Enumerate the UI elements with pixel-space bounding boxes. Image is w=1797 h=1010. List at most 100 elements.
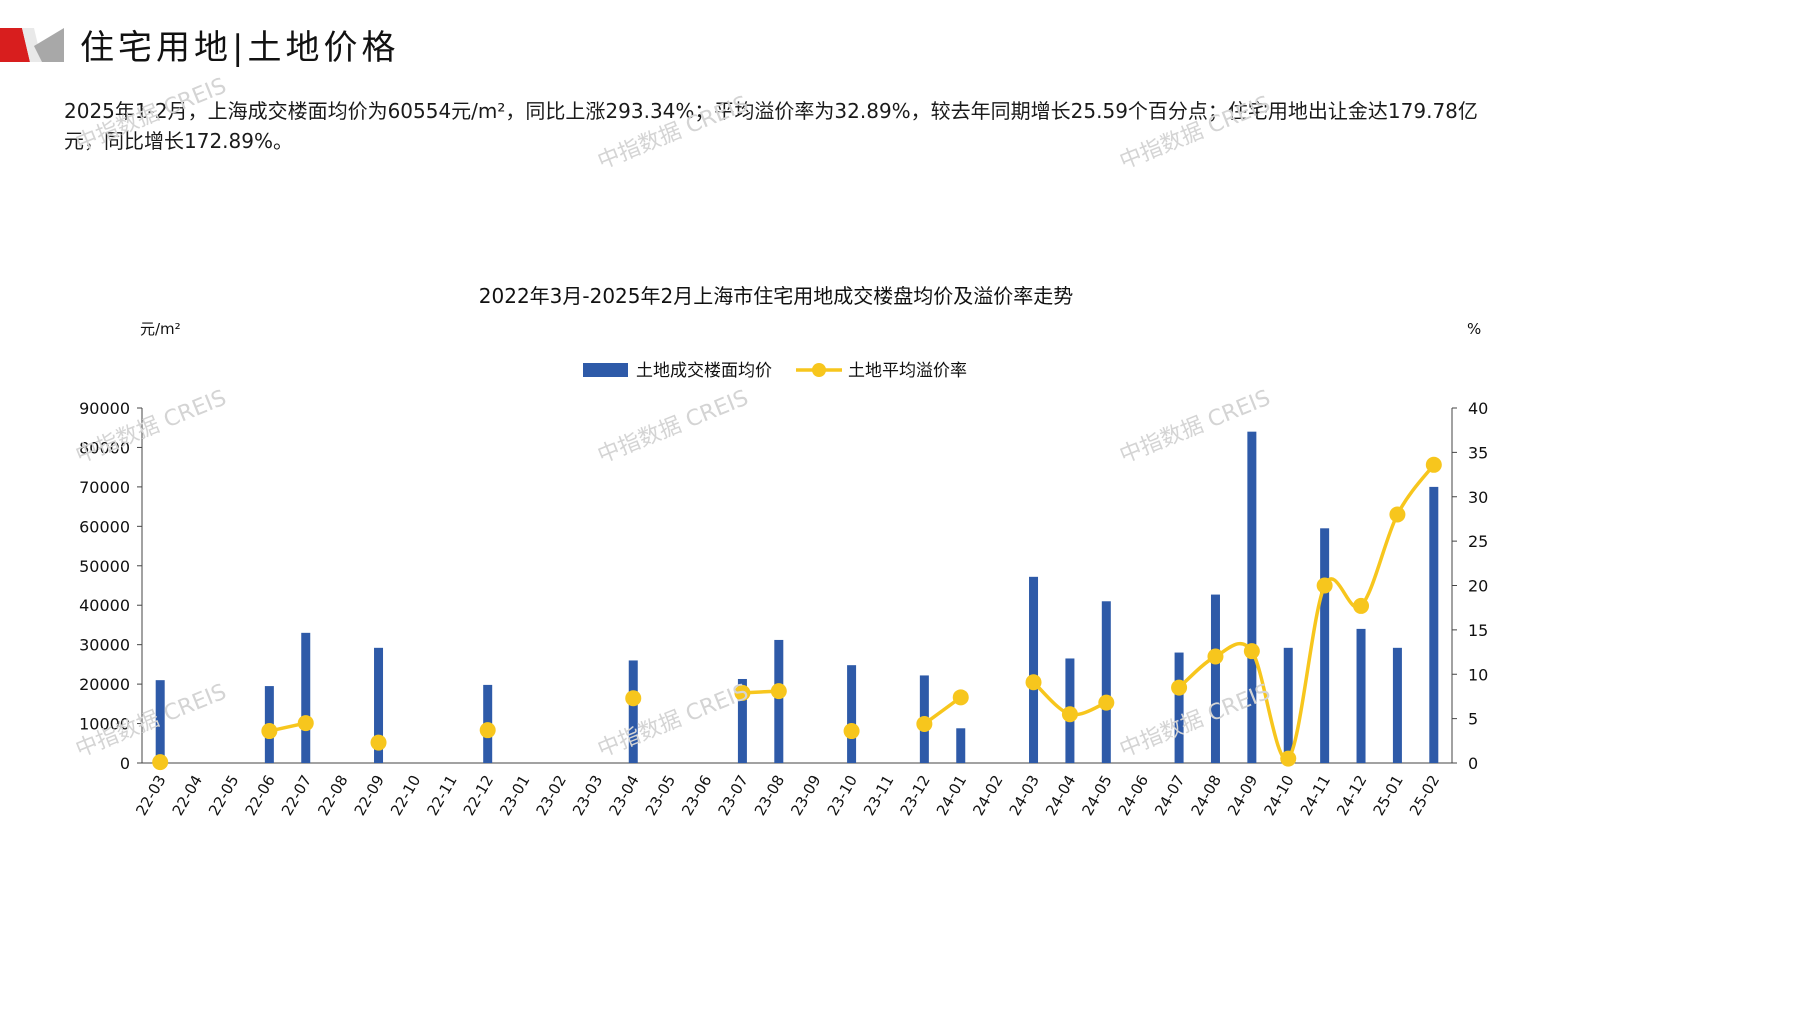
y-left-unit-label: 元/m² bbox=[140, 320, 181, 338]
y-left-tick-label: 10000 bbox=[79, 715, 130, 734]
x-tick-label: 23-04 bbox=[605, 772, 642, 819]
bar-22-09 bbox=[374, 647, 384, 763]
x-tick-label: 22-12 bbox=[460, 772, 497, 819]
y-right-tick-label: 30 bbox=[1468, 488, 1488, 507]
point-24-09 bbox=[1243, 643, 1260, 660]
point-24-05 bbox=[1098, 694, 1115, 711]
point-22-07 bbox=[297, 715, 314, 732]
x-tick-label: 24-03 bbox=[1006, 772, 1043, 819]
x-tick-label: 22-11 bbox=[423, 772, 460, 819]
x-tick-label: 23-05 bbox=[642, 772, 679, 819]
bar-24-09 bbox=[1247, 431, 1257, 763]
point-22-03 bbox=[152, 754, 169, 771]
x-tick-label: 23-03 bbox=[569, 772, 606, 819]
point-25-01 bbox=[1389, 506, 1406, 523]
bar-25-02 bbox=[1429, 486, 1439, 763]
bar-24-03 bbox=[1029, 576, 1039, 763]
x-tick-label: 24-08 bbox=[1188, 772, 1225, 819]
point-24-01 bbox=[952, 689, 969, 706]
x-tick-label: 24-01 bbox=[933, 772, 970, 819]
y-left-tick-label: 60000 bbox=[79, 517, 130, 536]
point-24-08 bbox=[1207, 648, 1224, 665]
x-tick-label: 23-01 bbox=[496, 772, 533, 819]
y-left-tick-label: 50000 bbox=[79, 557, 130, 576]
point-23-12 bbox=[916, 715, 933, 732]
y-left-tick-label: 40000 bbox=[79, 596, 130, 615]
y-left-tick-label: 20000 bbox=[79, 675, 130, 694]
legend-line-label: 土地平均溢价率 bbox=[848, 361, 967, 381]
x-tick-label: 22-06 bbox=[241, 772, 278, 819]
x-tick-label: 22-08 bbox=[314, 772, 351, 819]
bar-24-05 bbox=[1101, 601, 1111, 763]
x-tick-label: 22-10 bbox=[387, 772, 424, 819]
point-24-03 bbox=[1025, 674, 1042, 691]
y-right-unit-label: % bbox=[1467, 320, 1481, 338]
slide-header: 住宅用地|土地价格 bbox=[0, 18, 600, 68]
bar-24-08 bbox=[1210, 594, 1220, 763]
x-tick-label: 23-10 bbox=[824, 772, 861, 819]
x-tick-label: 24-12 bbox=[1333, 772, 1370, 819]
chart-title: 2022年3月-2025年2月上海市住宅用地成交楼盘均价及溢价率走势 bbox=[478, 284, 1074, 308]
point-24-11 bbox=[1316, 577, 1333, 594]
point-23-08 bbox=[770, 683, 787, 700]
point-25-02 bbox=[1425, 456, 1442, 473]
x-tick-label: 22-04 bbox=[169, 772, 206, 819]
y-left-tick-label: 90000 bbox=[79, 399, 130, 418]
y-right-tick-label: 40 bbox=[1468, 399, 1488, 418]
bar-24-01 bbox=[956, 728, 966, 763]
point-24-07 bbox=[1171, 679, 1188, 696]
x-tick-label: 22-07 bbox=[278, 772, 315, 819]
x-tick-label: 22-03 bbox=[132, 772, 169, 819]
x-tick-label: 23-02 bbox=[533, 772, 570, 819]
bar-24-07 bbox=[1174, 652, 1184, 763]
point-22-12 bbox=[479, 722, 496, 739]
point-24-12 bbox=[1353, 597, 1370, 614]
x-tick-label: 24-04 bbox=[1042, 772, 1079, 819]
bar-24-11 bbox=[1320, 528, 1330, 763]
page-title: 住宅用地|土地价格 bbox=[80, 28, 400, 68]
legend-bar-swatch bbox=[583, 363, 628, 377]
y-right-tick-label: 5 bbox=[1468, 710, 1478, 729]
x-tick-label: 24-09 bbox=[1224, 772, 1261, 819]
y-left-tick-label: 0 bbox=[120, 754, 130, 773]
x-tick-label: 25-01 bbox=[1369, 772, 1406, 819]
bar-24-10 bbox=[1283, 647, 1293, 763]
y-right-tick-label: 0 bbox=[1468, 754, 1478, 773]
y-left-tick-label: 30000 bbox=[79, 636, 130, 655]
x-tick-label: 23-12 bbox=[896, 772, 933, 819]
point-24-10 bbox=[1280, 750, 1297, 767]
bar-23-04 bbox=[628, 660, 638, 763]
legend-line-marker bbox=[812, 363, 826, 377]
x-tick-label: 23-11 bbox=[860, 772, 897, 819]
bar-23-07 bbox=[737, 678, 747, 763]
y-right-tick-label: 10 bbox=[1468, 665, 1488, 684]
point-23-07 bbox=[734, 684, 751, 701]
y-left-tick-label: 80000 bbox=[79, 438, 130, 457]
bar-23-10 bbox=[847, 665, 857, 763]
bar-22-03 bbox=[155, 680, 165, 763]
x-tick-label: 24-10 bbox=[1260, 772, 1297, 819]
x-tick-label: 24-02 bbox=[969, 772, 1006, 819]
legend-bar-label: 土地成交楼面均价 bbox=[636, 361, 772, 381]
x-tick-label: 23-06 bbox=[678, 772, 715, 819]
x-tick-label: 24-05 bbox=[1078, 772, 1115, 819]
x-tick-label: 25-02 bbox=[1406, 772, 1443, 819]
y-left-tick-label: 70000 bbox=[79, 478, 130, 497]
x-tick-label: 23-07 bbox=[714, 772, 751, 819]
y-right-tick-label: 15 bbox=[1468, 621, 1488, 640]
brand-logo-icon bbox=[0, 28, 64, 62]
x-tick-label: 23-08 bbox=[751, 772, 788, 819]
bar-24-12 bbox=[1356, 628, 1366, 763]
point-23-10 bbox=[843, 723, 860, 740]
x-tick-label: 23-09 bbox=[787, 772, 824, 819]
point-23-04 bbox=[625, 690, 642, 707]
point-22-09 bbox=[370, 734, 387, 751]
x-tick-label: 24-11 bbox=[1297, 772, 1334, 819]
x-tick-label: 22-05 bbox=[205, 772, 242, 819]
bar-22-07 bbox=[301, 632, 311, 763]
y-right-tick-label: 20 bbox=[1468, 577, 1488, 596]
summary-paragraph: 2025年1-2月，上海成交楼面均价为60554元/m²，同比上涨293.34%… bbox=[64, 99, 1478, 153]
bar-25-01 bbox=[1392, 647, 1402, 763]
y-right-tick-label: 35 bbox=[1468, 443, 1488, 462]
bar-23-08 bbox=[774, 639, 784, 763]
